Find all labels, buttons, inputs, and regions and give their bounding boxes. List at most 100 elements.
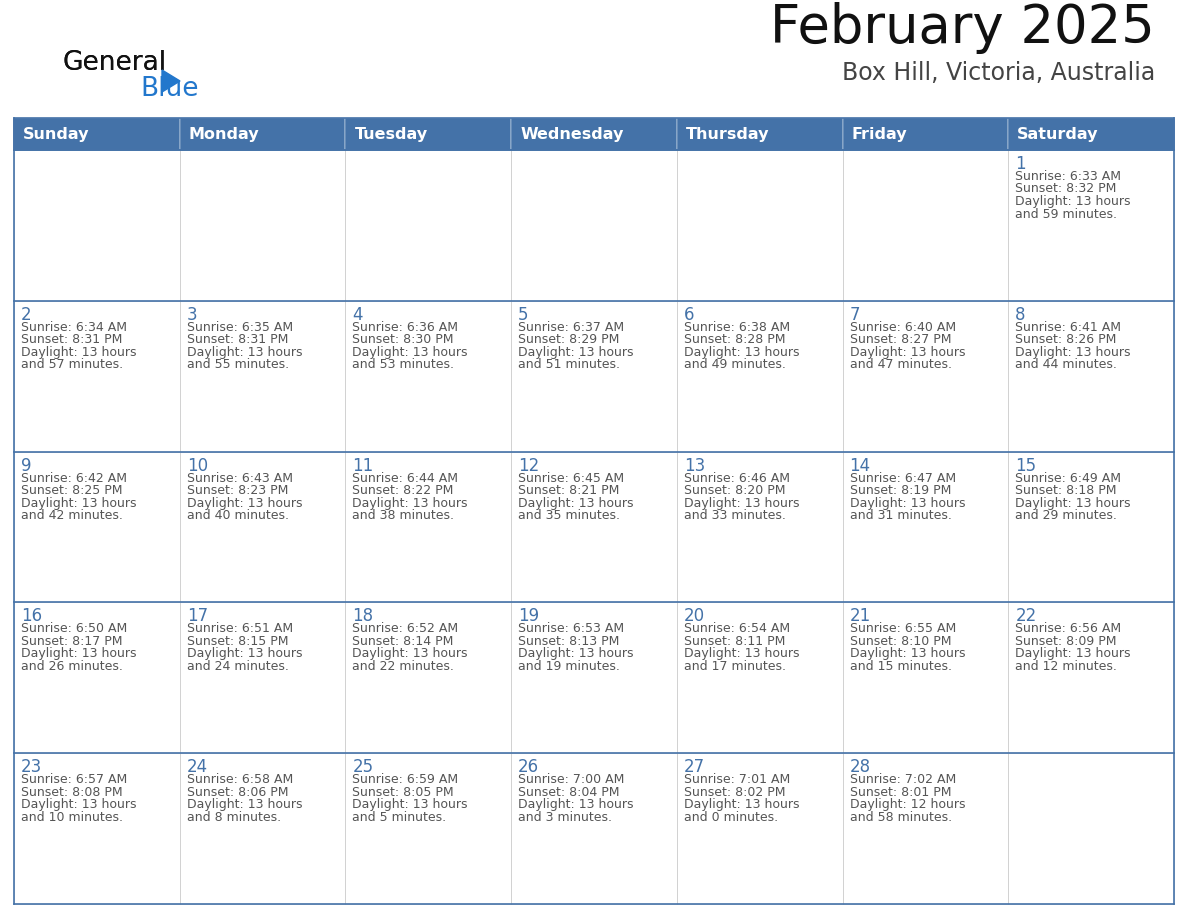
Text: Daylight: 12 hours: Daylight: 12 hours (849, 798, 965, 812)
Text: and 33 minutes.: and 33 minutes. (684, 509, 785, 522)
Text: and 15 minutes.: and 15 minutes. (849, 660, 952, 673)
Text: Sunset: 8:22 PM: Sunset: 8:22 PM (353, 484, 454, 498)
Text: Sunrise: 6:36 AM: Sunrise: 6:36 AM (353, 320, 459, 334)
Bar (842, 150, 1009, 301)
Text: and 40 minutes.: and 40 minutes. (187, 509, 289, 522)
Text: 6: 6 (684, 306, 694, 324)
Text: Daylight: 13 hours: Daylight: 13 hours (518, 497, 633, 509)
Text: Sunset: 8:14 PM: Sunset: 8:14 PM (353, 635, 454, 648)
Text: Sunrise: 6:35 AM: Sunrise: 6:35 AM (187, 320, 292, 334)
Text: Daylight: 13 hours: Daylight: 13 hours (518, 798, 633, 812)
Text: Daylight: 13 hours: Daylight: 13 hours (1016, 647, 1131, 660)
Text: Daylight: 13 hours: Daylight: 13 hours (684, 346, 800, 359)
Text: 24: 24 (187, 758, 208, 777)
Text: Daylight: 13 hours: Daylight: 13 hours (353, 497, 468, 509)
Text: and 57 minutes.: and 57 minutes. (21, 358, 124, 371)
Bar (179, 602, 346, 753)
Text: Sunrise: 7:02 AM: Sunrise: 7:02 AM (849, 773, 956, 786)
Text: and 47 minutes.: and 47 minutes. (849, 358, 952, 371)
Text: and 10 minutes.: and 10 minutes. (21, 811, 124, 823)
Text: Saturday: Saturday (1017, 127, 1099, 141)
Text: and 31 minutes.: and 31 minutes. (849, 509, 952, 522)
Bar (1009, 301, 1174, 452)
Text: 26: 26 (518, 758, 539, 777)
Text: Box Hill, Victoria, Australia: Box Hill, Victoria, Australia (842, 61, 1155, 85)
Bar (677, 753, 842, 904)
Text: and 42 minutes.: and 42 minutes. (21, 509, 122, 522)
Text: and 0 minutes.: and 0 minutes. (684, 811, 778, 823)
Bar (14, 150, 179, 301)
Text: Daylight: 13 hours: Daylight: 13 hours (353, 346, 468, 359)
Text: Sunset: 8:05 PM: Sunset: 8:05 PM (353, 786, 454, 799)
Bar (179, 118, 346, 150)
Text: Sunrise: 6:34 AM: Sunrise: 6:34 AM (21, 320, 127, 334)
Text: and 53 minutes.: and 53 minutes. (353, 358, 455, 371)
Polygon shape (162, 70, 181, 92)
Text: 23: 23 (21, 758, 43, 777)
Text: Sunset: 8:11 PM: Sunset: 8:11 PM (684, 635, 785, 648)
Bar (346, 301, 511, 452)
Text: Daylight: 13 hours: Daylight: 13 hours (849, 497, 965, 509)
Bar (14, 301, 179, 452)
Bar (1009, 753, 1174, 904)
Text: Sunrise: 6:58 AM: Sunrise: 6:58 AM (187, 773, 293, 786)
Text: Sunrise: 6:42 AM: Sunrise: 6:42 AM (21, 472, 127, 485)
Text: 28: 28 (849, 758, 871, 777)
Text: 13: 13 (684, 456, 706, 475)
Text: Sunset: 8:29 PM: Sunset: 8:29 PM (518, 333, 619, 346)
Text: Daylight: 13 hours: Daylight: 13 hours (518, 647, 633, 660)
Text: Sunset: 8:21 PM: Sunset: 8:21 PM (518, 484, 619, 498)
Text: 11: 11 (353, 456, 374, 475)
Text: Sunset: 8:01 PM: Sunset: 8:01 PM (849, 786, 952, 799)
Bar (179, 301, 346, 452)
Bar (346, 452, 511, 602)
Text: Sunrise: 6:38 AM: Sunrise: 6:38 AM (684, 320, 790, 334)
Text: Sunrise: 6:55 AM: Sunrise: 6:55 AM (849, 622, 956, 635)
Text: Sunrise: 7:01 AM: Sunrise: 7:01 AM (684, 773, 790, 786)
Text: Sunrise: 6:46 AM: Sunrise: 6:46 AM (684, 472, 790, 485)
Text: Daylight: 13 hours: Daylight: 13 hours (849, 346, 965, 359)
Text: General: General (62, 50, 166, 76)
Text: Sunset: 8:19 PM: Sunset: 8:19 PM (849, 484, 950, 498)
Text: Blue: Blue (140, 76, 198, 102)
Text: Daylight: 13 hours: Daylight: 13 hours (684, 798, 800, 812)
Text: Wednesday: Wednesday (520, 127, 624, 141)
Text: 7: 7 (849, 306, 860, 324)
Text: Sunset: 8:31 PM: Sunset: 8:31 PM (187, 333, 287, 346)
Text: Sunrise: 6:57 AM: Sunrise: 6:57 AM (21, 773, 127, 786)
Text: 14: 14 (849, 456, 871, 475)
Text: Monday: Monday (189, 127, 259, 141)
Text: Sunrise: 6:37 AM: Sunrise: 6:37 AM (518, 320, 624, 334)
Text: 8: 8 (1016, 306, 1025, 324)
Text: Sunset: 8:13 PM: Sunset: 8:13 PM (518, 635, 619, 648)
Text: 16: 16 (21, 608, 42, 625)
Text: Sunrise: 6:44 AM: Sunrise: 6:44 AM (353, 472, 459, 485)
Text: Tuesday: Tuesday (354, 127, 428, 141)
Text: Sunset: 8:06 PM: Sunset: 8:06 PM (187, 786, 289, 799)
Text: February 2025: February 2025 (770, 2, 1155, 54)
Bar (179, 452, 346, 602)
Text: and 58 minutes.: and 58 minutes. (849, 811, 952, 823)
Bar (14, 452, 179, 602)
Text: Daylight: 13 hours: Daylight: 13 hours (849, 647, 965, 660)
Text: Sunset: 8:20 PM: Sunset: 8:20 PM (684, 484, 785, 498)
Text: and 55 minutes.: and 55 minutes. (187, 358, 289, 371)
Text: Sunset: 8:25 PM: Sunset: 8:25 PM (21, 484, 122, 498)
Bar (346, 602, 511, 753)
Text: 21: 21 (849, 608, 871, 625)
Text: Sunset: 8:23 PM: Sunset: 8:23 PM (187, 484, 287, 498)
Text: Sunset: 8:18 PM: Sunset: 8:18 PM (1016, 484, 1117, 498)
Text: Daylight: 13 hours: Daylight: 13 hours (684, 647, 800, 660)
Text: Sunset: 8:31 PM: Sunset: 8:31 PM (21, 333, 122, 346)
Bar (14, 118, 1174, 150)
Text: Daylight: 13 hours: Daylight: 13 hours (21, 497, 137, 509)
Text: Sunday: Sunday (23, 127, 89, 141)
Bar (677, 602, 842, 753)
Bar (179, 753, 346, 904)
Text: Daylight: 13 hours: Daylight: 13 hours (1016, 497, 1131, 509)
Text: Sunset: 8:17 PM: Sunset: 8:17 PM (21, 635, 122, 648)
Text: and 38 minutes.: and 38 minutes. (353, 509, 455, 522)
Text: Sunset: 8:32 PM: Sunset: 8:32 PM (1016, 183, 1117, 196)
Bar (842, 452, 1009, 602)
Bar (179, 150, 346, 301)
